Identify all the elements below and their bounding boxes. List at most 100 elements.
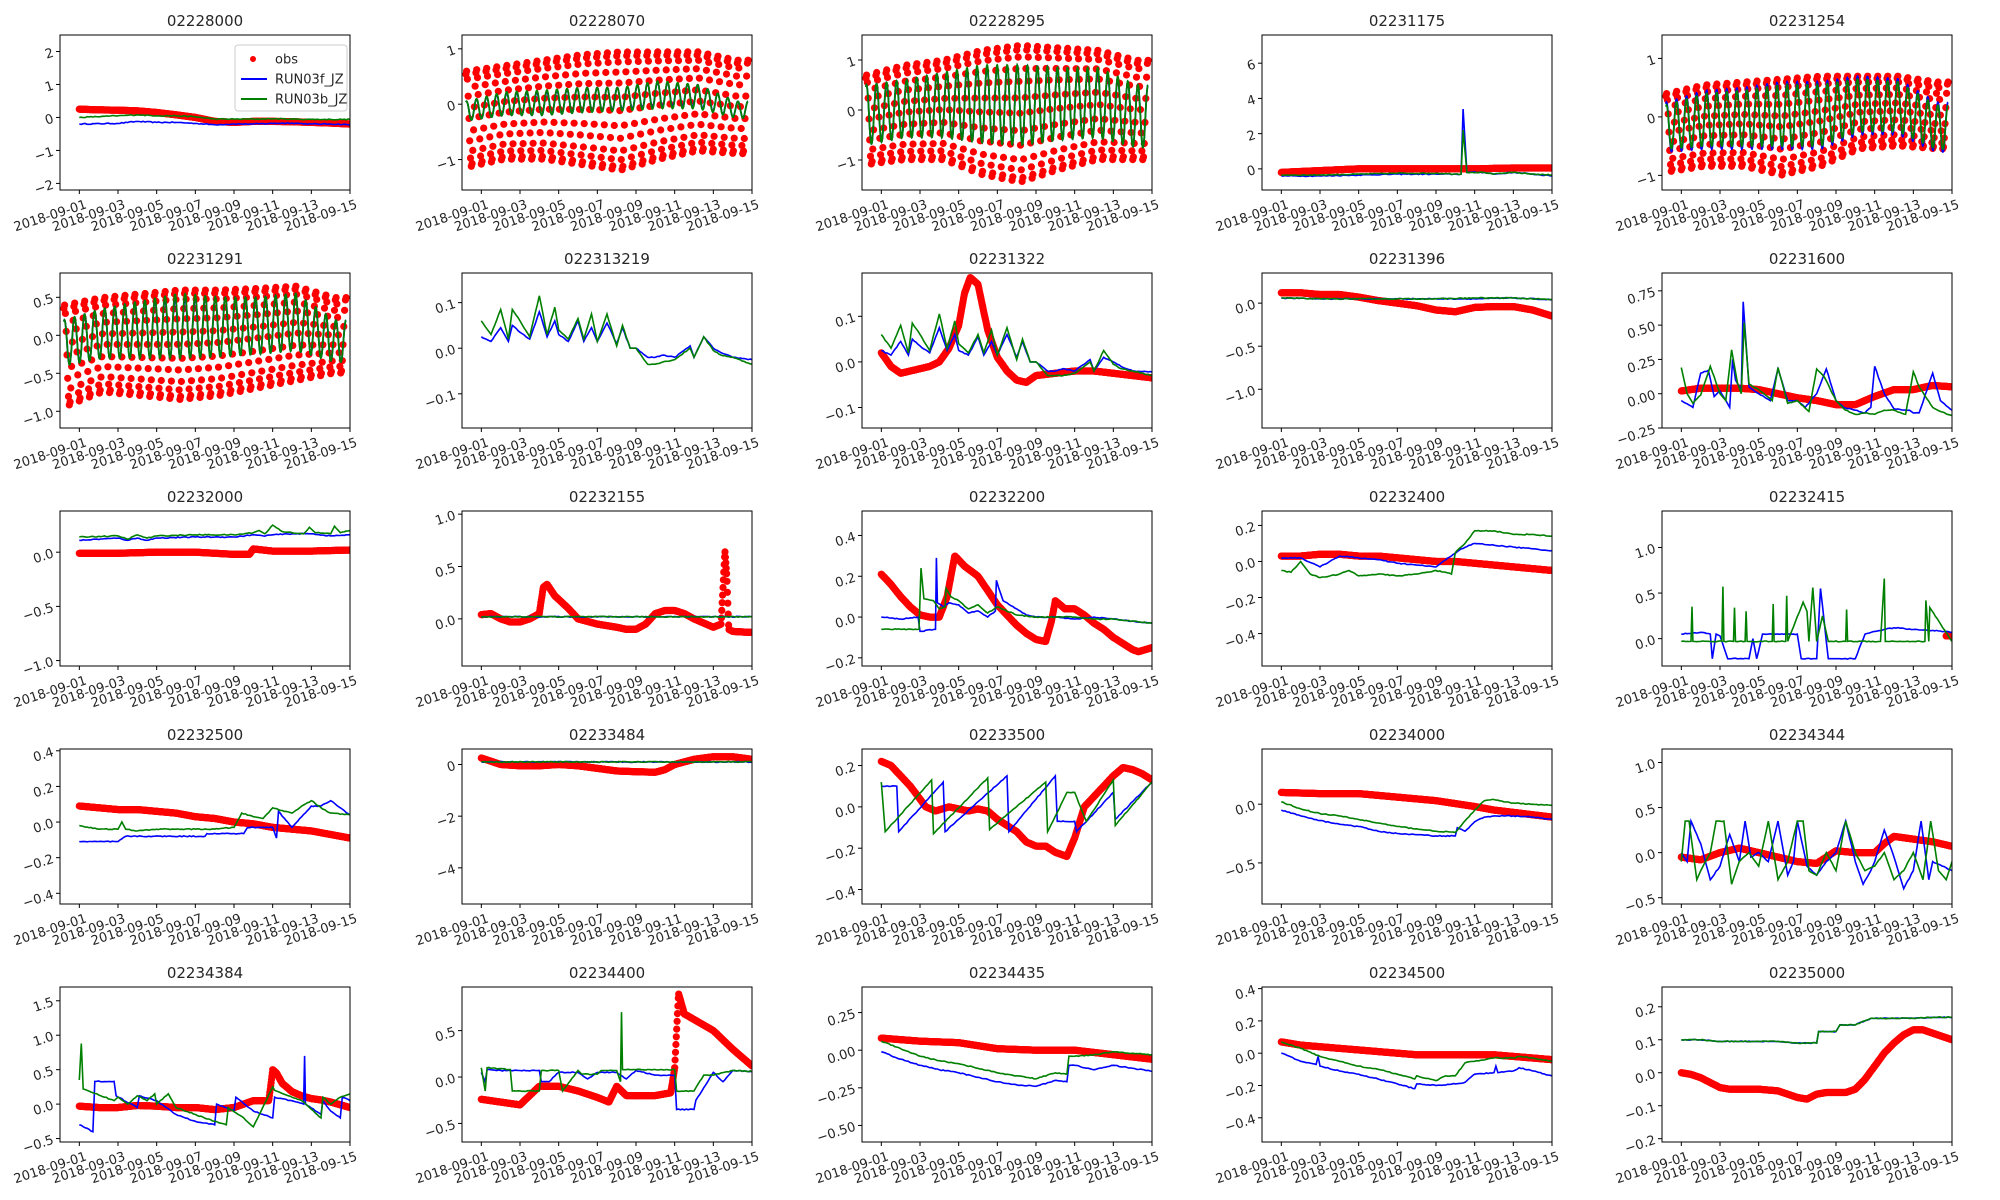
obs-point: [732, 92, 740, 100]
obs-point: [688, 139, 696, 147]
obs-point: [582, 69, 590, 77]
obs-point: [92, 303, 100, 311]
obs-point: [167, 392, 175, 400]
obs-point: [1070, 143, 1078, 151]
obs-point: [1779, 168, 1787, 176]
obs-point: [1139, 153, 1148, 161]
obs-point: [126, 388, 134, 396]
obs-point: [121, 291, 129, 299]
obs-point: [235, 360, 243, 368]
obs-point: [907, 147, 915, 155]
y-tick-label: −1: [435, 154, 458, 174]
obs-point: [1753, 77, 1761, 85]
obs-point: [958, 160, 967, 168]
obs-point: [1739, 149, 1747, 157]
obs-point: [1673, 87, 1681, 95]
obs-point: [252, 285, 260, 293]
obs-point: [742, 92, 750, 100]
obs-point: [483, 64, 491, 72]
obs-point: [938, 153, 947, 161]
obs-point: [944, 64, 952, 72]
obs-point: [1085, 55, 1093, 63]
obs-point: [499, 140, 507, 148]
obs-point: [468, 159, 476, 168]
obs-point: [1777, 162, 1785, 171]
obs-point: [632, 67, 640, 75]
obs-point: [654, 57, 663, 65]
obs-point: [602, 68, 610, 77]
obs-point: [155, 384, 163, 392]
obs-point: [933, 57, 941, 65]
obs-point: [1138, 147, 1146, 155]
obs-point: [1899, 140, 1907, 148]
obs-point: [242, 285, 250, 293]
plot-area: [862, 42, 1152, 185]
obs-point: [174, 366, 182, 374]
obs-point: [546, 129, 554, 137]
obs-point: [1683, 85, 1691, 93]
obs-point: [1017, 166, 1025, 174]
obs-point: [1040, 150, 1048, 158]
obs-point: [712, 68, 721, 76]
obs-point: [489, 142, 497, 150]
obs-point: [175, 386, 183, 394]
obs-point: [94, 364, 102, 372]
obs-point: [909, 140, 917, 148]
obs-point: [662, 66, 670, 74]
obs-point: [1809, 161, 1817, 170]
obs-point: [519, 140, 527, 148]
obs-point: [66, 398, 74, 406]
series-RUN03b_JZ: [1281, 130, 1552, 177]
obs-point: [474, 90, 482, 99]
obs-point: [1069, 159, 1077, 167]
obs-point: [554, 63, 562, 71]
panel-02231396: 02231396−1.0−0.50.02018-09-012018-09-032…: [1214, 250, 1561, 473]
obs-point: [627, 132, 635, 140]
obs-point: [878, 156, 886, 164]
obs-point: [702, 66, 711, 74]
obs-point: [575, 80, 583, 88]
obs-point: [1010, 155, 1018, 163]
obs-point: [671, 113, 679, 121]
series-line-RUN03b_JZ: [480, 295, 752, 366]
obs-point: [1094, 46, 1102, 54]
obs-point: [610, 121, 618, 130]
obs-point: [529, 139, 537, 147]
obs-point: [1669, 154, 1677, 162]
obs-point: [543, 56, 551, 64]
obs-point: [979, 167, 987, 175]
obs-point: [509, 140, 517, 148]
obs-point: [71, 307, 80, 315]
obs-point: [705, 76, 714, 84]
obs-point: [1023, 42, 1032, 50]
obs-point: [1054, 44, 1062, 52]
obs-point: [1738, 160, 1746, 168]
obs-point: [276, 371, 284, 379]
obs-point: [879, 144, 887, 152]
obs-point: [674, 48, 682, 56]
obs-point: [105, 380, 113, 388]
obs-point: [1104, 49, 1112, 57]
series-RUN03b_JZ: [465, 79, 749, 122]
obs-point: [228, 372, 236, 380]
obs-point: [622, 68, 630, 76]
obs-point: [547, 147, 555, 155]
obs-point: [101, 293, 109, 301]
obs-point: [677, 123, 685, 131]
obs-point: [245, 377, 254, 385]
obs-point: [74, 371, 82, 379]
obs-point: [504, 69, 512, 77]
obs-point: [883, 73, 892, 81]
obs-point: [144, 365, 152, 373]
obs-point: [699, 145, 707, 153]
obs-point: [977, 159, 985, 167]
obs-point: [1743, 78, 1751, 86]
obs-point: [320, 304, 329, 312]
obs-point: [282, 283, 290, 291]
legend-label: RUN03b_JZ: [275, 93, 347, 108]
obs-point: [61, 309, 69, 317]
obs-point: [1759, 152, 1767, 160]
obs-point: [560, 119, 568, 127]
obs-point: [539, 139, 547, 147]
panel-title: 02231322: [969, 250, 1045, 268]
